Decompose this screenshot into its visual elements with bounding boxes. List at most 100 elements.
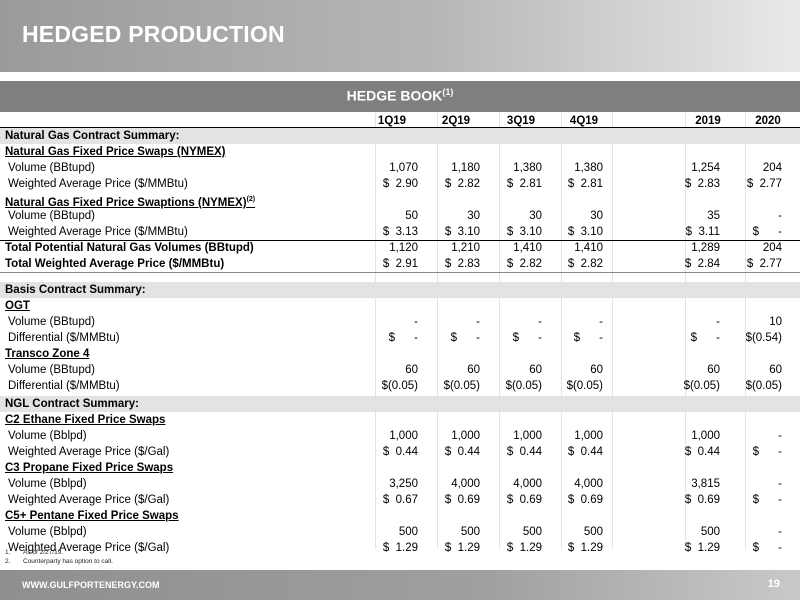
cell-value: 500 — [583, 526, 603, 538]
cell-value: $ 2.77 — [746, 258, 782, 270]
cell-value: $ - — [752, 542, 782, 554]
footnote-text: As of 2/27/19. — [23, 549, 64, 556]
slide-header: HEDGED PRODUCTION — [0, 0, 800, 72]
cell-value: $ 3.10 — [444, 226, 480, 238]
cell-value: $ 2.82 — [567, 258, 603, 270]
cell-value: $ 0.69 — [506, 494, 542, 506]
cell-value: $ 0.44 — [684, 446, 720, 458]
column-header-2q19: 2Q19 — [441, 115, 471, 127]
cell-value: 1,120 — [389, 242, 418, 254]
cell-value: 1,210 — [451, 242, 480, 254]
row-label: Volume (Bblpd) — [8, 476, 87, 492]
cell-value: $ 1.29 — [382, 542, 418, 554]
cell-value: $ 2.90 — [382, 178, 418, 190]
row-label-text: Weighted Average Price ($/Gal) — [8, 542, 170, 554]
row-label: Volume (Bblpd) — [8, 428, 87, 444]
cell-value: $(0.05) — [745, 380, 782, 392]
cell-value: $(0.05) — [505, 380, 542, 392]
cell-value: $ 2.81 — [506, 178, 542, 190]
row-label-text: Volume (BBtupd) — [8, 364, 95, 376]
cell-value: 1,410 — [513, 242, 542, 254]
cell-value: $ 2.83 — [444, 258, 480, 270]
table-row: Volume (BBtupd) 60 60 60 60 60 60 — [0, 362, 800, 378]
row-label-text: OGT — [5, 300, 30, 312]
cell-value: 204 — [762, 242, 782, 254]
cell-value: $(0.54) — [745, 332, 782, 344]
cell-value: 50 — [405, 210, 418, 222]
table-row: Differential ($/MMBtu) $(0.05) $(0.05) $(0.… — [0, 378, 800, 394]
cell-value: - — [538, 316, 542, 328]
cell-value: $ 2.91 — [382, 258, 418, 270]
cell-value: - — [778, 210, 782, 222]
cell-value: $ 0.44 — [444, 446, 480, 458]
total-row: Total Weighted Average Price ($/MMBtu) $ … — [0, 256, 800, 272]
column-header-4q19: 4Q19 — [569, 115, 599, 127]
row-label: OGT — [5, 298, 30, 314]
table-row: Volume (Bblpd) 1,000 1,000 1,000 1,000 1,000 - — [0, 428, 800, 444]
row-label-text: Weighted Average Price ($/Gal) — [8, 446, 170, 458]
subsection-row: C2 Ethane Fixed Price Swaps — [0, 412, 800, 428]
cell-value: $ 0.44 — [567, 446, 603, 458]
section-row: Basis Contract Summary: — [0, 282, 800, 298]
cell-value: $(0.05) — [381, 380, 418, 392]
cell-value: 1,380 — [574, 162, 603, 174]
cell-value: $ 1.29 — [444, 542, 480, 554]
grid-line — [499, 113, 500, 549]
cell-value: 1,000 — [389, 430, 418, 442]
row-label: Volume (Bblpd) — [8, 524, 87, 540]
row-label: Basis Contract Summary: — [5, 282, 146, 298]
table-row: Weighted Average Price ($/MMBtu) $ 3.13 $ … — [0, 224, 800, 240]
row-label: Natural Gas Contract Summary: — [5, 128, 179, 144]
row-label-text: Volume (BBtupd) — [8, 210, 95, 222]
cell-value: 500 — [522, 526, 542, 538]
cell-value: $ 0.69 — [567, 494, 603, 506]
footnote-ref: (2) — [246, 196, 256, 203]
row-label-text: Volume (Bblpd) — [8, 526, 87, 538]
cell-value: 30 — [467, 210, 480, 222]
row-label: Weighted Average Price ($/Gal) — [8, 540, 169, 556]
grid-line — [437, 113, 438, 549]
cell-value: 30 — [529, 210, 542, 222]
cell-value: $ 0.44 — [506, 446, 542, 458]
row-label: Natural Gas Fixed Price Swaps (NYMEX) — [5, 144, 226, 160]
cell-value: 1,380 — [513, 162, 542, 174]
row-label-text: NGL Contract Summary: — [5, 398, 139, 410]
cell-value: $ 2.82 — [506, 258, 542, 270]
cell-value: 1,410 — [574, 242, 603, 254]
row-label: Total Weighted Average Price ($/MMBtu) — [5, 256, 224, 272]
cell-value: $ 1.29 — [567, 542, 603, 554]
column-header-2020: 2020 — [755, 115, 781, 127]
row-label-text: C3 Propane Fixed Price Swaps — [5, 462, 174, 474]
row-label: Differential ($/MMBtu) — [8, 330, 120, 346]
cell-value: 1,000 — [691, 430, 720, 442]
cell-value: $ 1.29 — [684, 542, 720, 554]
table-row: Volume (Bblpd) 500 500 500 500 500 - — [0, 524, 800, 540]
row-label: Natural Gas Fixed Price Swaptions (NYMEX… — [5, 192, 255, 211]
cell-value: 1,289 — [691, 242, 720, 254]
table-row: Volume (BBtupd) 50 30 30 30 35 - — [0, 208, 800, 224]
table-row: Weighted Average Price ($/MMBtu) $ 2.90 $ … — [0, 176, 800, 192]
cell-value: $ 0.69 — [684, 494, 720, 506]
row-label-text: Volume (BBtupd) — [8, 316, 95, 328]
column-header-2019: 2019 — [695, 115, 721, 127]
hedge-book-title: HEDGE BOOK(1) — [0, 87, 800, 104]
subsection-row: C5+ Pentane Fixed Price Swaps — [0, 508, 800, 524]
cell-value: 60 — [467, 364, 480, 376]
cell-value: 35 — [707, 210, 720, 222]
cell-value: $ - — [450, 332, 480, 344]
footnotes: 1. As of 2/27/19. 2. Counterparty has opti… — [5, 548, 113, 566]
cell-value: 500 — [398, 526, 418, 538]
cell-value: 1,000 — [451, 430, 480, 442]
subsection-row: C3 Propane Fixed Price Swaps — [0, 460, 800, 476]
cell-value: 30 — [590, 210, 603, 222]
footnote-number: 1. — [5, 549, 11, 556]
row-label-text: C2 Ethane Fixed Price Swaps — [5, 414, 166, 426]
cell-value: 1,254 — [691, 162, 720, 174]
cell-value: $ - — [752, 446, 782, 458]
footnote-text: Counterparty has option to call. — [23, 558, 113, 565]
cell-value: $ 2.84 — [684, 258, 720, 270]
page-number: 19 — [767, 578, 780, 590]
row-label-text: Total Weighted Average Price ($/MMBtu) — [5, 258, 225, 270]
row-label-text: Differential ($/MMBtu) — [8, 380, 120, 392]
cell-value: $ 2.83 — [684, 178, 720, 190]
